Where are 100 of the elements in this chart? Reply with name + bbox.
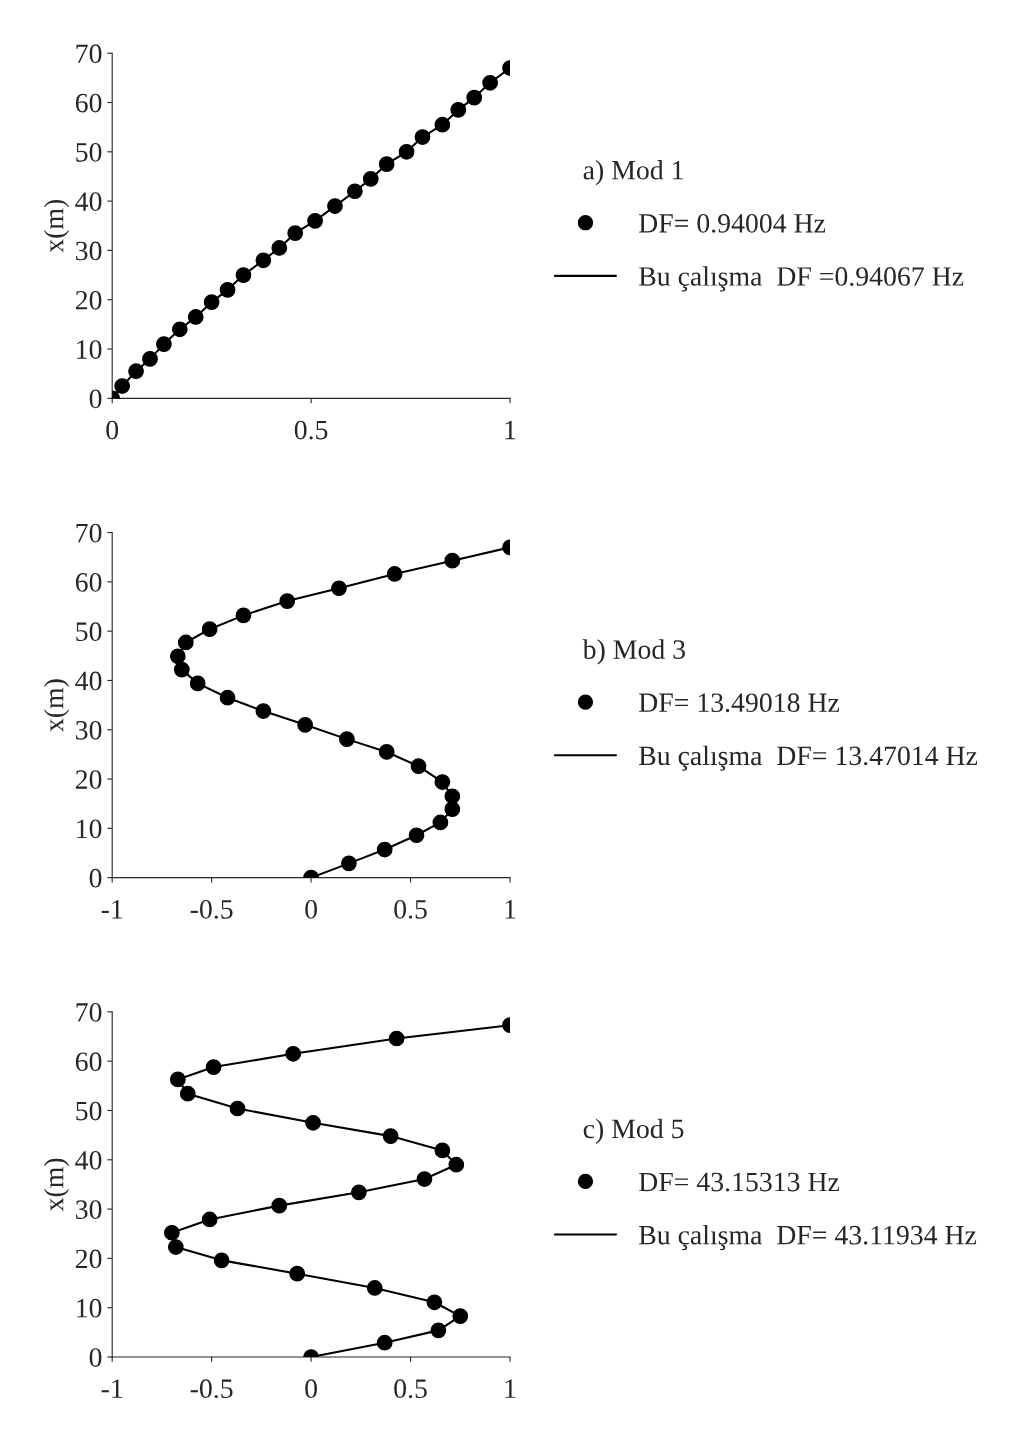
point: [350, 1184, 367, 1201]
y-tick-label: 50: [76, 142, 102, 162]
y-tick-label: 20: [75, 290, 102, 310]
point: [434, 774, 451, 790]
legend-label: Bu çalışma DF= 43.11934 Hz: [639, 1224, 977, 1251]
point: [179, 1085, 196, 1102]
x-tick-label: 1: [505, 1379, 516, 1398]
point: [378, 744, 395, 760]
legend-label: DF= 0.94004 Hz: [639, 213, 826, 233]
point: [362, 171, 379, 187]
point: [331, 580, 347, 597]
point: [444, 552, 461, 569]
point: [388, 1030, 405, 1047]
point: [142, 351, 158, 367]
point: [376, 841, 393, 858]
y-tick-label: 0: [89, 868, 102, 888]
point: [169, 1071, 186, 1088]
point: [430, 1322, 447, 1339]
point: [213, 1252, 230, 1269]
point: [203, 294, 220, 311]
point: [205, 1059, 222, 1075]
point: [289, 1265, 306, 1282]
x-tick-label: 1: [505, 900, 516, 919]
point: [305, 1114, 321, 1131]
y-tick-label: 50: [76, 622, 102, 642]
point: [346, 183, 363, 200]
y-tick-label: 40: [75, 1150, 102, 1170]
y-tick-label: 40: [75, 192, 102, 212]
point: [327, 198, 343, 214]
point: [466, 89, 483, 106]
x-tick-label: 0: [305, 1379, 317, 1399]
y-tick-label: 60: [75, 1052, 102, 1072]
point: [341, 855, 357, 872]
x-tick-label: -0.5: [190, 1379, 233, 1399]
x-tick-label: -1: [101, 1379, 123, 1398]
y-tick-label: 20: [75, 1249, 102, 1269]
point: [164, 1224, 180, 1241]
point: [444, 801, 461, 817]
point: [414, 129, 431, 145]
point: [378, 156, 395, 173]
point: [156, 336, 172, 352]
x-tick-label: 0: [106, 420, 119, 440]
y-tick-label: 40: [75, 671, 102, 691]
y-tick-label: 30: [76, 720, 102, 740]
point: [434, 116, 451, 133]
point: [398, 143, 415, 160]
y-tick-label: 30: [76, 241, 102, 261]
y-axis-title: x(m): [43, 679, 70, 732]
point: [450, 102, 467, 118]
y-tick-label: 30: [76, 1200, 102, 1219]
y-tick-label: 70: [76, 1003, 102, 1022]
point: [235, 267, 252, 283]
point: [167, 1239, 184, 1255]
y-tick-label: 10: [77, 819, 102, 839]
point: [235, 607, 252, 624]
point: [201, 1211, 218, 1228]
point: [452, 1308, 469, 1324]
y-tick-label: 60: [75, 93, 102, 113]
legend-label: DF= 13.49018 Hz: [639, 693, 840, 713]
point: [271, 1197, 288, 1214]
point: [376, 1334, 393, 1351]
point: [285, 1045, 302, 1062]
point: [297, 716, 314, 733]
legend-title: c) Mod 5: [583, 1118, 684, 1144]
point: [255, 703, 272, 719]
legend-label: Bu çalışma DF= 13.47014 Hz: [639, 745, 978, 771]
point: [426, 1294, 443, 1311]
y-axis-title: x(m): [43, 199, 70, 253]
point: [366, 1280, 383, 1296]
point: [255, 252, 272, 269]
y-tick-label: 10: [77, 340, 102, 359]
point: [432, 814, 449, 831]
point: [444, 788, 461, 805]
x-tick-label: -0.5: [190, 899, 233, 919]
x-tick-label: 0.5: [294, 420, 328, 440]
point: [171, 321, 188, 338]
y-tick-label: 70: [76, 44, 102, 64]
x-tick-label: 0: [305, 899, 317, 919]
point: [339, 731, 355, 747]
point: [128, 363, 144, 380]
y-tick-label: 20: [75, 770, 102, 789]
x-tick-label: 0.5: [394, 1379, 427, 1399]
y-tick-label: 0: [89, 1348, 102, 1367]
y-tick-label: 0: [89, 389, 102, 409]
y-tick-label: 60: [75, 573, 102, 592]
point: [410, 758, 427, 775]
point: [386, 566, 403, 582]
point: [287, 225, 304, 242]
point: [434, 1142, 451, 1159]
point: [408, 827, 425, 844]
point: [177, 634, 194, 651]
point: [219, 281, 236, 298]
point: [173, 661, 190, 678]
legend-title: a) Mod 1: [583, 160, 683, 186]
point: [416, 1171, 433, 1187]
point: [189, 675, 206, 692]
y-tick-label: 70: [76, 523, 102, 543]
point: [169, 648, 186, 665]
y-axis-title: x(m): [43, 1158, 70, 1212]
legend-label: Bu çalışma DF =0.94067 Hz: [639, 266, 964, 292]
